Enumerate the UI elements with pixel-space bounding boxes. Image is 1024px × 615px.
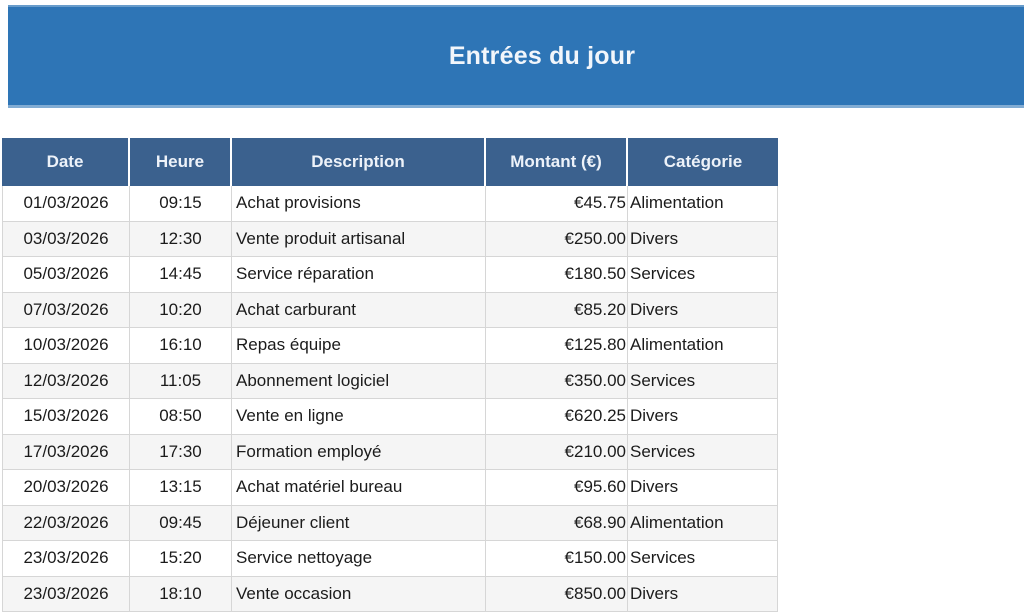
cell-amount: €85.20 bbox=[486, 292, 628, 328]
table-row: 23/03/2026 18:10 Vente occasion €850.00 Dive… bbox=[2, 576, 778, 612]
title-banner: Entrées du jour bbox=[8, 5, 1024, 108]
cell-amount: €850.00 bbox=[486, 576, 628, 612]
cell-time: 14:45 bbox=[130, 257, 232, 293]
table-header: Date Heure Description Montant (€) Catég… bbox=[2, 138, 778, 186]
table-row: 10/03/2026 16:10 Repas équipe €125.80 Alimen… bbox=[2, 328, 778, 364]
cell-amount: €45.75 bbox=[486, 186, 628, 222]
cell-date: 03/03/2026 bbox=[2, 221, 130, 257]
cell-category: Divers bbox=[628, 292, 778, 328]
cell-description: Achat matériel bureau bbox=[232, 470, 486, 506]
cell-category: Divers bbox=[628, 221, 778, 257]
cell-amount: €620.25 bbox=[486, 399, 628, 435]
table-row: 03/03/2026 12:30 Vente produit artisanal €2… bbox=[2, 221, 778, 257]
cell-category: Alimentation bbox=[628, 505, 778, 541]
cell-category: Services bbox=[628, 434, 778, 470]
cell-date: 23/03/2026 bbox=[2, 541, 130, 577]
cell-category: Services bbox=[628, 257, 778, 293]
cell-date: 07/03/2026 bbox=[2, 292, 130, 328]
cell-category: Divers bbox=[628, 576, 778, 612]
cell-category: Divers bbox=[628, 399, 778, 435]
cell-description: Achat carburant bbox=[232, 292, 486, 328]
cell-date: 01/03/2026 bbox=[2, 186, 130, 222]
cell-description: Repas équipe bbox=[232, 328, 486, 364]
cell-description: Achat provisions bbox=[232, 186, 486, 222]
table-body: 01/03/2026 09:15 Achat provisions €45.75 Ali… bbox=[2, 186, 778, 612]
cell-amount: €180.50 bbox=[486, 257, 628, 293]
cell-description: Déjeuner client bbox=[232, 505, 486, 541]
table-row: 05/03/2026 14:45 Service réparation €180.50… bbox=[2, 257, 778, 293]
cell-description: Service nettoyage bbox=[232, 541, 486, 577]
cell-description: Vente en ligne bbox=[232, 399, 486, 435]
cell-description: Abonnement logiciel bbox=[232, 363, 486, 399]
cell-amount: €350.00 bbox=[486, 363, 628, 399]
table-row: 01/03/2026 09:15 Achat provisions €45.75 Ali… bbox=[2, 186, 778, 222]
cell-date: 23/03/2026 bbox=[2, 576, 130, 612]
cell-time: 13:15 bbox=[130, 470, 232, 506]
cell-date: 05/03/2026 bbox=[2, 257, 130, 293]
cell-category: Alimentation bbox=[628, 186, 778, 222]
table-row: 23/03/2026 15:20 Service nettoyage €150.00 S… bbox=[2, 541, 778, 577]
column-header-category: Catégorie bbox=[628, 138, 778, 186]
cell-date: 10/03/2026 bbox=[2, 328, 130, 364]
cell-time: 12:30 bbox=[130, 221, 232, 257]
cell-date: 17/03/2026 bbox=[2, 434, 130, 470]
cell-category: Services bbox=[628, 541, 778, 577]
cell-date: 15/03/2026 bbox=[2, 399, 130, 435]
cell-amount: €68.90 bbox=[486, 505, 628, 541]
column-header-amount: Montant (€) bbox=[486, 138, 628, 186]
cell-category: Divers bbox=[628, 470, 778, 506]
cell-time: 16:10 bbox=[130, 328, 232, 364]
cell-description: Vente produit artisanal bbox=[232, 221, 486, 257]
column-header-description: Description bbox=[232, 138, 486, 186]
table-row: 17/03/2026 17:30 Formation employé €210.00 S… bbox=[2, 434, 778, 470]
cell-time: 11:05 bbox=[130, 363, 232, 399]
table-row: 20/03/2026 13:15 Achat matériel bureau €95.… bbox=[2, 470, 778, 506]
cell-date: 20/03/2026 bbox=[2, 470, 130, 506]
cell-time: 08:50 bbox=[130, 399, 232, 435]
header-row: Date Heure Description Montant (€) Catég… bbox=[2, 138, 778, 186]
column-header-time: Heure bbox=[130, 138, 232, 186]
cell-amount: €150.00 bbox=[486, 541, 628, 577]
entries-table-container: Date Heure Description Montant (€) Catég… bbox=[2, 138, 778, 612]
cell-category: Services bbox=[628, 363, 778, 399]
cell-time: 15:20 bbox=[130, 541, 232, 577]
cell-date: 22/03/2026 bbox=[2, 505, 130, 541]
column-header-date: Date bbox=[2, 138, 130, 186]
cell-time: 09:45 bbox=[130, 505, 232, 541]
table-row: 22/03/2026 09:45 Déjeuner client €68.90 Alim… bbox=[2, 505, 778, 541]
cell-description: Service réparation bbox=[232, 257, 486, 293]
cell-amount: €95.60 bbox=[486, 470, 628, 506]
table-row: 15/03/2026 08:50 Vente en ligne €620.25 Dive… bbox=[2, 399, 778, 435]
entries-table: Date Heure Description Montant (€) Catég… bbox=[2, 138, 778, 612]
cell-amount: €125.80 bbox=[486, 328, 628, 364]
table-row: 12/03/2026 11:05 Abonnement logiciel €350.0… bbox=[2, 363, 778, 399]
cell-amount: €210.00 bbox=[486, 434, 628, 470]
cell-amount: €250.00 bbox=[486, 221, 628, 257]
cell-date: 12/03/2026 bbox=[2, 363, 130, 399]
cell-description: Formation employé bbox=[232, 434, 486, 470]
cell-description: Vente occasion bbox=[232, 576, 486, 612]
page-title: Entrées du jour bbox=[448, 41, 636, 70]
cell-time: 09:15 bbox=[130, 186, 232, 222]
cell-time: 18:10 bbox=[130, 576, 232, 612]
cell-category: Alimentation bbox=[628, 328, 778, 364]
cell-time: 10:20 bbox=[130, 292, 232, 328]
table-row: 07/03/2026 10:20 Achat carburant €85.20 Dive… bbox=[2, 292, 778, 328]
cell-time: 17:30 bbox=[130, 434, 232, 470]
